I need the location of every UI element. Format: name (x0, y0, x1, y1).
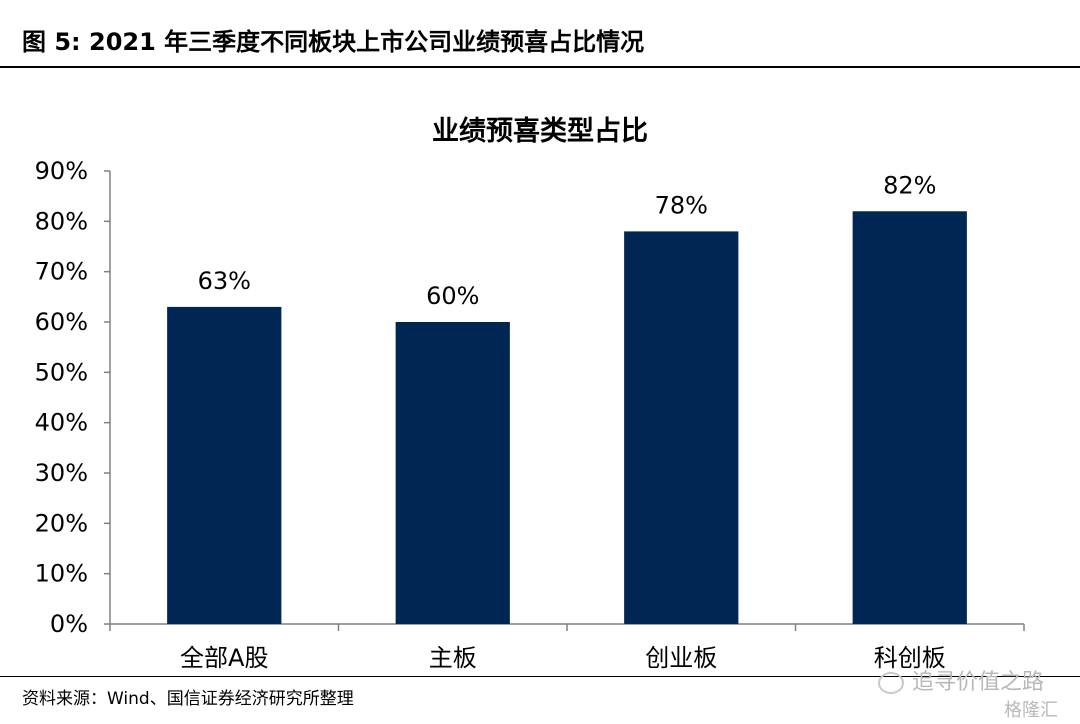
watermark-text: 追寻价值之路 (911, 670, 1044, 695)
y-tick-label: 90% (35, 157, 88, 185)
y-tick-label: 20% (35, 509, 88, 537)
wechat-icon (877, 672, 904, 694)
value-label: 60% (426, 282, 479, 310)
y-tick-label: 40% (35, 409, 88, 437)
y-tick-label: 30% (35, 459, 88, 487)
x-axis: 全部A股 主板 创业板 科创板 (109, 623, 1025, 672)
bar-3 (624, 231, 739, 624)
value-labels: 63% 60% 78% 82% (198, 171, 937, 310)
y-tick-label: 70% (35, 258, 88, 286)
top-rule (0, 66, 1080, 68)
category-label: 主板 (429, 644, 477, 672)
y-tick-label: 60% (35, 308, 88, 336)
bar-chart: 业绩预喜类型占比 0% 10% 20% 30% 40% 50% 60% 70% 80% 90% 全… (35, 116, 1025, 672)
watermark-logo: 格隆汇 (1004, 700, 1058, 721)
category-label: 创业板 (645, 644, 717, 672)
figure-title: 图 5: 2021 年三季度不同板块上市公司业绩预喜占比情况 (22, 28, 645, 56)
category-label: 全部A股 (180, 644, 268, 672)
bar-1 (167, 306, 282, 624)
y-axis: 0% 10% 20% 30% 40% 50% 60% 70% 80% 90% (35, 157, 111, 638)
bars (167, 211, 967, 624)
y-tick-label: 50% (35, 358, 88, 386)
category-label: 科创板 (874, 644, 946, 672)
y-tick-label: 10% (35, 560, 88, 588)
value-label: 78% (655, 191, 708, 219)
y-tick-label: 0% (50, 610, 88, 638)
bar-4 (852, 211, 967, 624)
chart-title: 业绩预喜类型占比 (432, 116, 648, 147)
value-label: 82% (883, 171, 936, 199)
y-tick-label: 80% (35, 207, 88, 235)
bar-2 (395, 322, 510, 624)
source-note: 资料来源：Wind、国信证券经济研究所整理 (22, 689, 354, 709)
watermark: 追寻价值之路 (877, 664, 1044, 696)
value-label: 63% (198, 267, 251, 295)
bottom-rule (0, 676, 1080, 677)
